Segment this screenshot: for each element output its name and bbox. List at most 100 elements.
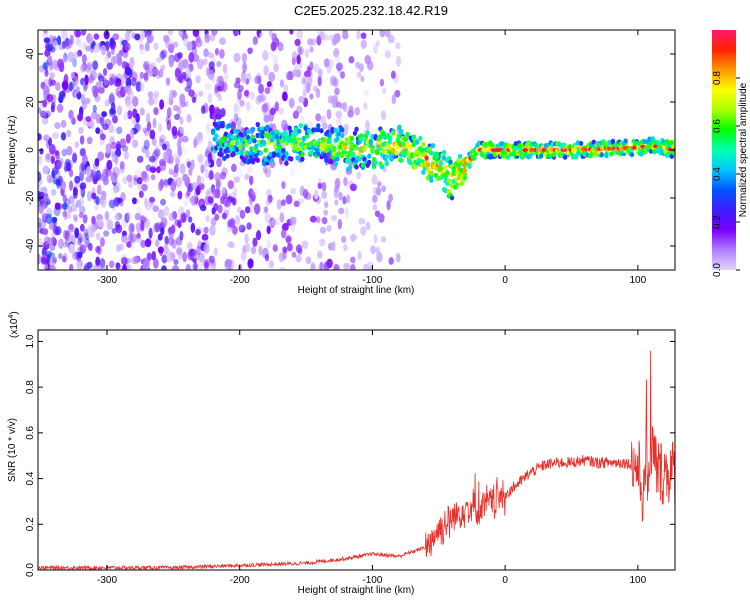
heatmap-cell [38,155,43,165]
heatmap-cell [180,145,187,156]
heatmap-cell [200,164,205,174]
heatmap-cell [132,255,140,264]
heatmap-cell [196,58,204,70]
heatmap-cell [77,39,83,49]
heatmap-cell [505,154,510,160]
heatmap-cell [164,38,170,49]
heatmap-cell [265,198,272,206]
heatmap-cell [160,64,166,71]
heatmap-cell [73,76,79,86]
heatmap-cell [95,256,101,267]
heatmap-cell [100,44,107,56]
heatmap-cell [324,157,329,163]
heatmap-cell [245,206,251,214]
heatmap-cell [220,108,226,118]
heatmap-cell [68,81,73,92]
heatmap-cell [161,265,167,270]
heatmap-cell [395,252,401,263]
heatmap-cell [95,232,101,241]
heatmap-cell [156,166,161,174]
heatmap-cell [58,238,64,249]
heatmap-cell [170,224,176,234]
heatmap-cell [212,111,217,122]
heatmap-cell [281,181,286,190]
heatmap-cell [451,178,456,184]
heatmap-cell [61,80,69,91]
heatmap-cell [144,238,152,248]
heatmap-cell [315,216,321,224]
heatmap-cell [246,222,252,230]
heatmap-cell [179,230,184,241]
y-tick-label: 0.6 [25,425,36,439]
heatmap-cell [343,262,350,270]
heatmap-cell [291,251,297,258]
heatmap-cell [93,171,100,179]
y-tick-label: 0 [25,147,36,153]
heatmap-cell [293,131,299,137]
heatmap-cell [265,124,270,130]
heatmap-cell [429,177,434,183]
heatmap-cell [462,175,467,181]
heatmap-cell [244,173,250,181]
heatmap-cell [38,133,42,141]
heatmap-cell [313,63,320,73]
heatmap-cell [149,129,156,140]
heatmap-cell [177,146,183,157]
colorbar-gradient [712,30,736,270]
heatmap-cell [129,56,135,68]
heatmap-cell [87,242,93,252]
heatmap-cell [367,159,372,165]
heatmap-cell [454,182,460,188]
heatmap-cell [240,72,247,84]
heatmap-cell [145,63,150,75]
heatmap-cell [358,217,366,225]
x-tick-label: -200 [230,575,250,586]
heatmap-cell [175,236,183,246]
heatmap-cell [443,165,448,171]
heatmap-cell [142,257,150,268]
heatmap-cell [340,71,345,79]
heatmap-cell [78,126,84,135]
heatmap-cell [210,128,216,134]
heatmap-cell [62,194,68,203]
heatmap-cell [135,222,142,233]
heatmap-cell [405,131,410,138]
heatmap-cell [118,243,124,251]
heatmap-cell [114,154,119,165]
heatmap-cell [143,72,149,81]
heatmap-cell [284,160,289,166]
heatmap-cell [109,107,115,115]
heatmap-cell [79,135,85,145]
heatmap-cell [316,123,321,129]
heatmap-cell [375,149,380,155]
heatmap-cell [50,46,56,53]
heatmap-cell [38,152,43,162]
heatmap-cell [578,140,584,147]
heatmap-cell [264,213,272,223]
heatmap-cell [145,148,150,159]
heatmap-cell [281,148,286,154]
heatmap-cell [321,181,327,192]
heatmap-cell [145,201,152,211]
heatmap-cell [346,158,351,164]
heatmap-cell [430,143,436,149]
heatmap-cell [185,209,191,218]
heatmap-cell [155,223,161,233]
heatmap-cell [282,130,288,136]
heatmap-cell [298,47,305,56]
heatmap-cell [346,194,351,204]
heatmap-cell [114,214,120,221]
heatmap-cell [349,183,357,192]
colorbar-tick-label: 0.2 [712,215,723,229]
heatmap-cell [462,167,467,173]
heatmap-cell [438,160,444,167]
heatmap-cell [174,71,181,82]
heatmap-cells [38,30,675,270]
heatmap-cell [307,66,312,78]
heatmap-cell [342,31,349,40]
heatmap-cell [285,194,293,205]
heatmap-cell [205,123,211,134]
heatmap-cell [197,153,204,163]
heatmap-cell [315,88,321,99]
heatmap-cell [153,148,161,157]
